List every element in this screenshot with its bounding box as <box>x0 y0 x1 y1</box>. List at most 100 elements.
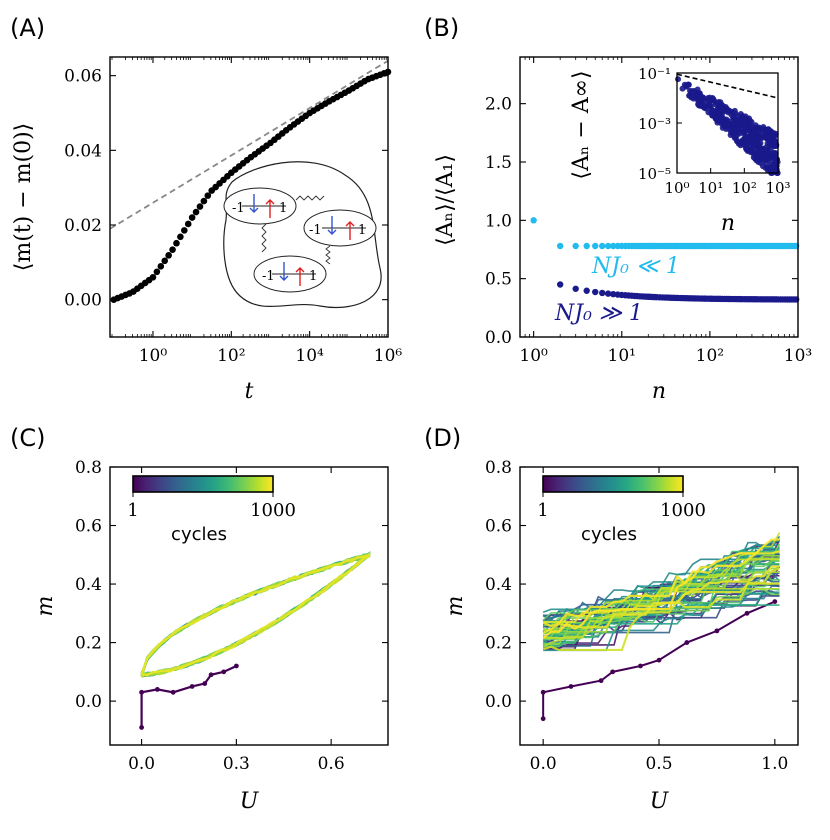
spin-down-arrow <box>279 262 289 281</box>
data-point-weak <box>610 242 617 250</box>
inset-data-point <box>769 163 776 170</box>
y-tick-label: 0.8 <box>75 458 102 478</box>
inset-data-point <box>714 115 721 122</box>
data-point <box>165 252 172 259</box>
inset-data-point <box>767 140 774 147</box>
hysteresis-loop <box>140 551 371 677</box>
inset-data-point <box>699 100 706 107</box>
colorbar-max-label: 1000 <box>660 500 706 521</box>
x-tick-label: 0.0 <box>128 754 155 774</box>
inset-data-point <box>721 108 728 115</box>
colorbar-max-label: 1000 <box>250 500 296 521</box>
colorbar-min-label: 1 <box>127 500 138 521</box>
inset-data-point <box>762 132 769 139</box>
annotation-strong-coupling: NJ₀ ≫ 1 <box>554 301 643 326</box>
inset-data-point <box>723 116 730 123</box>
y-tick-label: 1.5 <box>485 153 512 173</box>
data-point <box>200 197 208 205</box>
panel-a: 10⁰ 10² 10⁴ 10⁶ 0.00 0.02 0.04 0.06 t ⟨m(t) − m… <box>11 56 402 404</box>
colorbar-title: cycles <box>171 524 227 545</box>
x-tick-label: 0.3 <box>223 754 250 774</box>
panel-label-a: (A) <box>10 14 45 42</box>
first-cycle-point <box>540 689 546 695</box>
spin-pair-2: -1 1 <box>309 216 366 240</box>
cycle-trace <box>542 550 780 628</box>
inset-data-point <box>686 92 693 99</box>
data-point-weak <box>530 217 537 224</box>
y-tick-label: 0.4 <box>485 575 512 595</box>
inset-data-point <box>730 121 737 128</box>
inset-y-tick-label: 10⁻¹ <box>638 65 671 83</box>
spin-label: 1 <box>309 269 317 284</box>
y-tick-label: 2.0 <box>485 95 512 115</box>
inset-data-point <box>772 138 779 145</box>
first-cycle-point <box>610 669 616 675</box>
panel-d-ylabel: m <box>443 596 468 617</box>
data-point <box>181 227 188 234</box>
first-cycle-point <box>208 672 214 678</box>
first-cycle-point <box>568 684 574 689</box>
inset-data-point <box>750 154 757 161</box>
data-point <box>177 233 184 241</box>
data-point <box>157 263 165 270</box>
spring-3 <box>325 245 331 265</box>
data-point-strong <box>583 287 590 294</box>
first-cycle-point <box>598 678 604 684</box>
panel-c-colorbar: 1 1000 cycles <box>127 475 296 545</box>
first-cycle-point <box>139 725 144 730</box>
panel-d: 0.0 0.5 1.0 0.0 0.2 0.4 0.6 0.8 U m 1 1000 cycles <box>443 458 799 814</box>
data-point <box>192 208 200 216</box>
inset-data-point <box>730 127 737 134</box>
hysteresis-loop <box>140 552 371 678</box>
inset-data-point <box>683 82 690 89</box>
first-cycle-point <box>744 610 750 616</box>
spin-pair-3: -1 1 <box>262 262 317 286</box>
inset-data-point <box>719 102 726 109</box>
y-tick-label: 0.06 <box>64 67 102 87</box>
inset-data-point <box>696 90 703 97</box>
panel-a-frame <box>109 56 389 338</box>
spin-label: -1 <box>309 223 322 238</box>
y-tick-label: 0.6 <box>485 517 512 537</box>
spin-up-arrow <box>295 267 305 286</box>
inset-data-point <box>756 152 763 159</box>
spin-label: -1 <box>232 201 245 216</box>
inset-data-point <box>750 129 757 136</box>
inset-x-tick-label: 10³ <box>765 179 790 197</box>
inset-reference-line <box>676 73 779 99</box>
y-tick-label: 0.2 <box>485 634 512 654</box>
inset-data-point <box>675 76 682 83</box>
spin-label: -1 <box>262 269 275 284</box>
spring-1 <box>295 195 325 201</box>
inset-data-point <box>730 116 737 123</box>
panel-c-frame <box>109 466 389 746</box>
inset-data-point <box>700 94 707 101</box>
inset-data-point <box>755 158 762 165</box>
colorbar-bar <box>542 475 684 493</box>
cycle-trace <box>542 565 780 634</box>
spin-down-arrow <box>327 216 337 235</box>
data-point-strong <box>572 285 579 292</box>
data-point-weak <box>604 242 612 250</box>
first-cycle-point <box>684 640 690 645</box>
inset-data-point <box>760 127 767 134</box>
data-point-strong <box>599 289 606 297</box>
first-cycle-point <box>154 687 160 692</box>
hysteresis-loop <box>140 552 371 677</box>
cycle-trace <box>543 571 780 640</box>
first-cycle-point <box>540 716 546 722</box>
inset-data-point <box>738 117 745 124</box>
inset-data-point <box>762 151 769 158</box>
first-cycle-point <box>772 599 778 605</box>
data-point <box>196 203 204 210</box>
first-cycle-point <box>221 669 227 675</box>
y-tick-label: 0.0 <box>485 692 512 712</box>
reference-dashed-line <box>109 59 389 230</box>
inset-data-point <box>708 110 715 117</box>
data-point-weak <box>583 242 590 250</box>
y-tick-label: 1.0 <box>485 211 512 231</box>
inset-data-point <box>734 113 741 120</box>
x-tick-label: 0.5 <box>645 754 672 774</box>
data-point-strong <box>592 288 599 296</box>
